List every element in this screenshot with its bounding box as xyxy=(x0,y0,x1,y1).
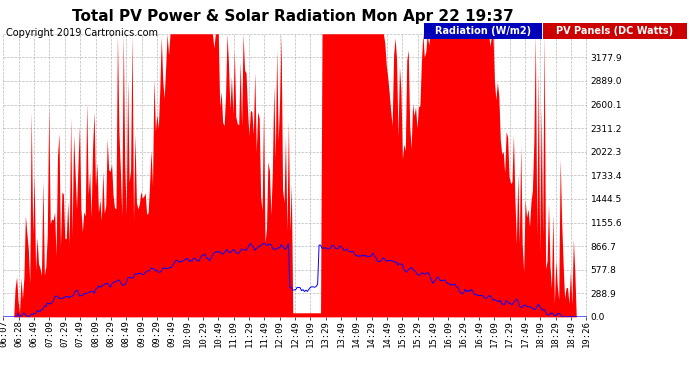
Text: Radiation (W/m2): Radiation (W/m2) xyxy=(435,26,531,36)
Text: PV Panels (DC Watts): PV Panels (DC Watts) xyxy=(556,26,673,36)
Text: Total PV Power & Solar Radiation Mon Apr 22 19:37: Total PV Power & Solar Radiation Mon Apr… xyxy=(72,9,514,24)
Text: Copyright 2019 Cartronics.com: Copyright 2019 Cartronics.com xyxy=(6,28,157,38)
